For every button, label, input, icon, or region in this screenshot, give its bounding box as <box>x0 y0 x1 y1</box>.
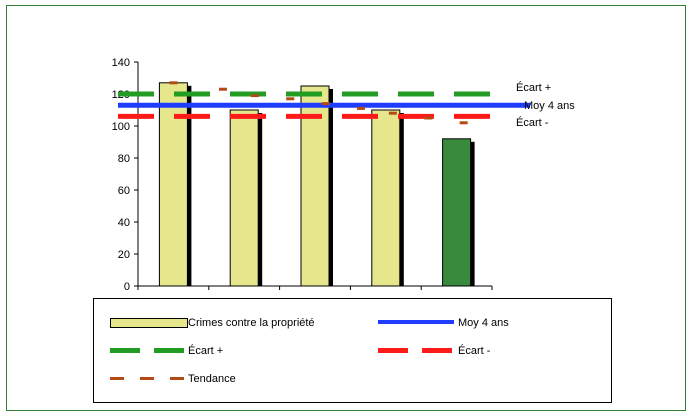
legend-label-ecart-plus: Écart + <box>188 345 224 357</box>
trend-mark <box>250 94 259 98</box>
legend-item-moy: Moy 4 ans <box>374 315 574 331</box>
y-tick-label: 140 <box>112 57 130 69</box>
legend-swatch-bar <box>110 318 188 328</box>
y-tick-label: 100 <box>112 121 130 133</box>
annotation-moy: Moy 4 ans <box>524 100 575 112</box>
legend-item-ecart-plus: Écart + <box>104 343 354 359</box>
trend-mark <box>459 121 468 125</box>
y-tick-label: 0 <box>124 281 130 293</box>
legend-swatch-ecart-minus <box>378 348 454 353</box>
chart-area: 020406080100120140 <box>112 57 530 293</box>
legend-item-tendance: Tendance <box>104 371 354 387</box>
legend-swatch-moy <box>378 320 454 324</box>
bar <box>158 82 188 287</box>
trend-mark <box>286 97 295 101</box>
trend-mark <box>424 116 433 120</box>
bar <box>300 85 330 287</box>
chart-frame: 020406080100120140 Écart + Moy 4 ans Éca… <box>6 5 686 411</box>
legend-item-crimes: Crimes contre la propriété <box>104 315 354 331</box>
bar <box>229 109 259 287</box>
annotation-ecart-minus: Écart - <box>516 117 549 129</box>
trend-mark <box>357 106 366 110</box>
trend-mark <box>169 81 178 85</box>
legend-item-ecart-minus: Écart - <box>374 343 574 359</box>
bar <box>442 138 472 287</box>
y-tick-label: 60 <box>118 185 130 197</box>
chart-legend: Crimes contre la propriété Moy 4 ans Éca… <box>93 298 612 403</box>
trend-mark <box>321 102 330 106</box>
bar <box>371 109 401 287</box>
y-tick-label: 80 <box>118 153 130 165</box>
legend-label-moy: Moy 4 ans <box>458 317 509 329</box>
y-tick-label: 40 <box>118 217 130 229</box>
y-tick-label: 20 <box>118 249 130 261</box>
legend-swatch-ecart-plus <box>110 348 186 353</box>
legend-label-ecart-minus: Écart - <box>458 345 491 357</box>
trend-mark <box>388 111 397 115</box>
legend-label-crimes: Crimes contre la propriété <box>188 317 315 329</box>
annotation-ecart-plus: Écart + <box>516 82 552 94</box>
trend-mark <box>218 87 227 91</box>
legend-swatch-tendance <box>110 377 186 380</box>
legend-label-tendance: Tendance <box>188 373 236 385</box>
